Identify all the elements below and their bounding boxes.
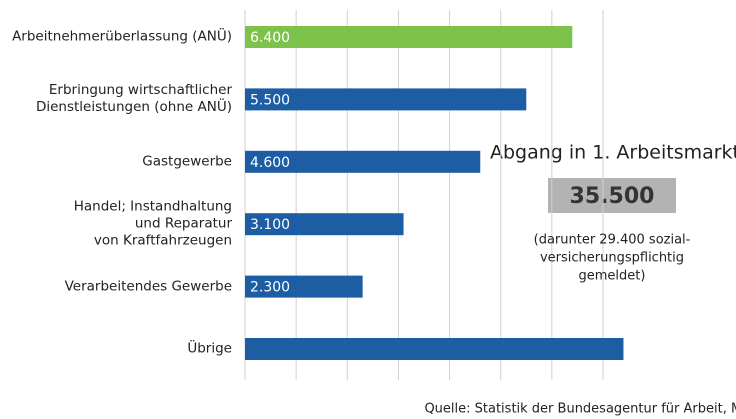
bar	[245, 275, 363, 298]
total-box	[548, 178, 676, 213]
bar	[245, 26, 573, 48]
bar	[245, 88, 527, 111]
source: Quelle: Statistik der Bundesagentur für …	[424, 402, 736, 417]
category-label: Verarbeitendes Gewerbe	[64, 278, 232, 295]
value-label: 3.100	[250, 217, 290, 233]
category-label: Arbeitnehmerüberlassung (ANÜ)	[12, 28, 232, 45]
category-label: Handel; Instandhaltung und Reparatur von…	[73, 198, 232, 249]
bar	[245, 150, 481, 173]
annotation-note: versicherungspflichtig	[540, 251, 684, 266]
annotation-title: Abgang in 1. Arbeitsmarkt	[490, 142, 736, 164]
category-label: Erbringung wirtschaftlicher Dienstleistu…	[35, 82, 232, 116]
annotation-note: gemeldet)	[579, 269, 646, 284]
value-label: 4.600	[250, 155, 290, 171]
value-label: 5.500	[250, 92, 290, 108]
bar	[245, 338, 624, 360]
annotation-total: 35.500	[570, 184, 655, 209]
value-label: 2.300	[250, 280, 290, 296]
category-label: Gastgewerbe	[142, 153, 232, 170]
annotation-note: (darunter 29.400 sozial-	[534, 233, 691, 248]
value-label: 6.400	[250, 30, 290, 46]
category-label: Übrige	[187, 340, 232, 357]
bar	[245, 213, 404, 236]
